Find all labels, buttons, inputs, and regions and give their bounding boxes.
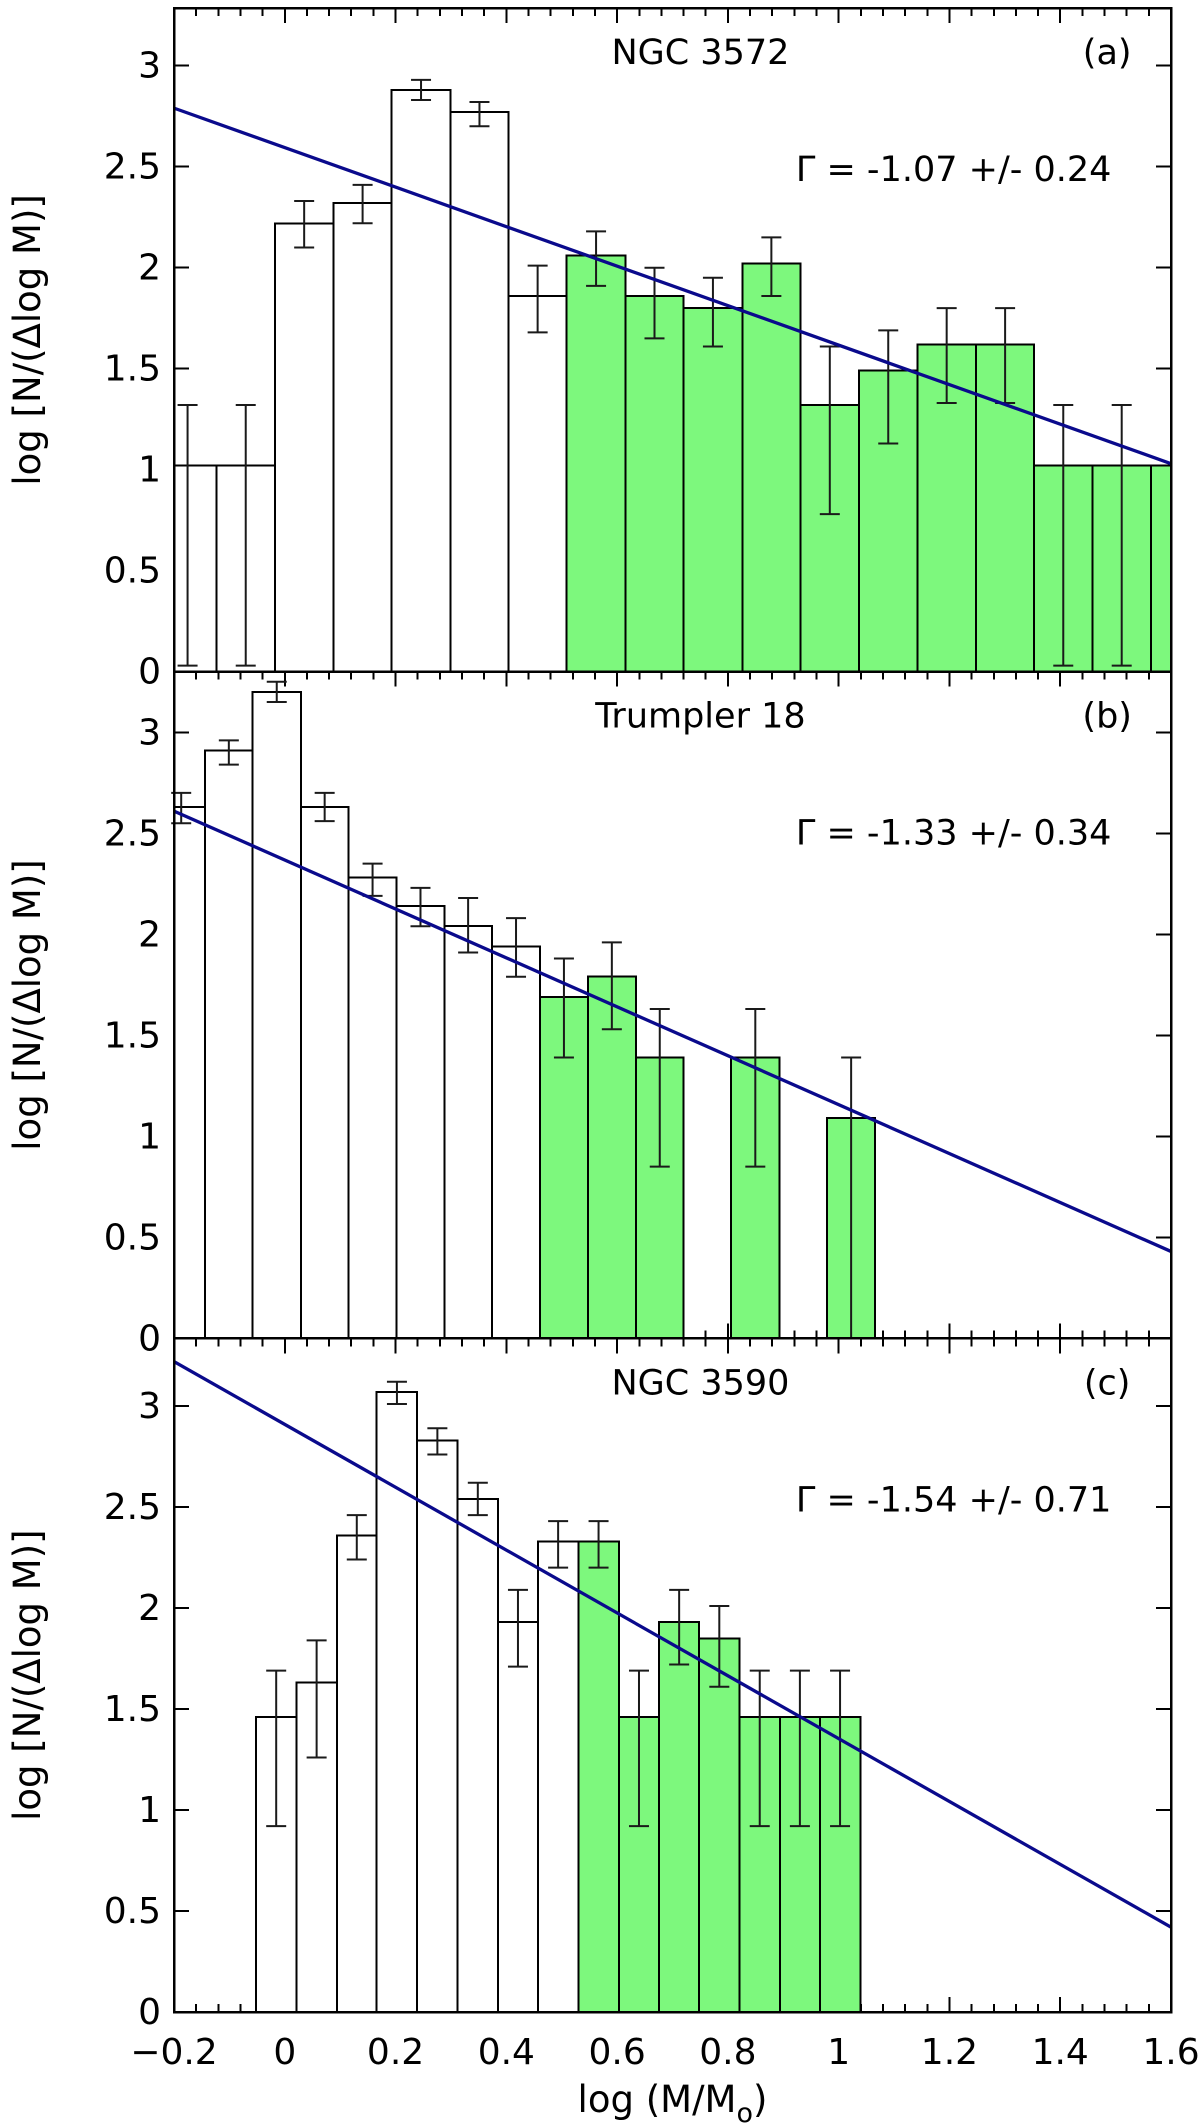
histogram-bar xyxy=(490,945,542,1340)
x-tick-label: 0.4 xyxy=(478,2032,535,2073)
y-tick-label: 1 xyxy=(138,1790,161,1831)
panel-letter: (c) xyxy=(1084,1363,1131,1403)
histogram-bar xyxy=(449,111,510,673)
histogram-bar-highlighted xyxy=(586,975,637,1340)
y-tick-label: 0.5 xyxy=(104,1891,161,1932)
x-tick-label: 0.6 xyxy=(588,2032,645,2073)
histogram-bar xyxy=(416,1439,459,2013)
y-tick-label: 2.5 xyxy=(104,1487,161,1528)
y-axis-label: log [N/(Δlog M)] xyxy=(6,859,49,1150)
y-tick-label: 1.5 xyxy=(104,1015,161,1056)
y-tick-label: 0 xyxy=(138,1992,161,2033)
fit-line xyxy=(173,1360,1172,1929)
histogram-bar xyxy=(335,1534,378,2014)
y-tick-label: 1 xyxy=(138,450,161,491)
histogram-bar xyxy=(332,202,393,673)
x-tick-label: 1 xyxy=(827,2032,850,2073)
histogram-bar xyxy=(507,294,568,673)
y-tick-label: 3 xyxy=(138,1386,161,1427)
y-tick-label: 2.5 xyxy=(104,813,161,854)
panel-title: NGC 3572 xyxy=(611,33,789,73)
y-tick-label: 2 xyxy=(138,914,161,955)
y-tick-label: 3 xyxy=(138,712,161,753)
histogram-bar-highlighted xyxy=(741,262,802,673)
histogram-bar-highlighted xyxy=(682,307,744,673)
y-tick-label: 1.5 xyxy=(104,349,161,390)
x-tick-label: −0.2 xyxy=(130,2032,217,2073)
histogram-bar xyxy=(456,1497,500,2014)
panel-title: NGC 3590 xyxy=(611,1363,789,1403)
y-tick-label: 0.5 xyxy=(104,551,161,592)
histogram-bar xyxy=(299,806,350,1340)
y-tick-label: 2.5 xyxy=(104,147,161,188)
histogram-bar xyxy=(173,806,207,1340)
y-tick-label: 1.5 xyxy=(104,1689,161,1730)
panel-letter: (b) xyxy=(1082,697,1132,737)
y-tick-label: 3 xyxy=(138,46,161,87)
x-tick-label: 0.8 xyxy=(699,2032,756,2073)
y-tick-label: 0 xyxy=(138,652,161,693)
x-tick-label: 0.2 xyxy=(367,2032,424,2073)
y-tick-label: 2 xyxy=(138,248,161,289)
y-tick-label: 0 xyxy=(138,1318,161,1359)
x-tick-label: 0 xyxy=(273,2032,296,2073)
y-axis-label: log [N/(Δlog M)] xyxy=(6,194,49,485)
fit-line xyxy=(173,106,1172,466)
histogram-bar xyxy=(251,690,302,1340)
gamma-annotation: Γ = -1.54 +/- 0.71 xyxy=(796,1480,1112,1520)
histogram-bar-highlighted xyxy=(1150,464,1173,673)
histogram-bar xyxy=(375,1390,419,2013)
histogram-bar xyxy=(390,88,452,673)
histogram-bar xyxy=(395,905,446,1340)
gamma-annotation: Γ = -1.33 +/- 0.34 xyxy=(796,814,1112,854)
panel-frame xyxy=(172,1337,1173,2014)
histogram-bar xyxy=(204,749,254,1340)
y-axis-label: log [N/(Δlog M)] xyxy=(6,1529,49,1820)
histogram-bar-highlighted xyxy=(624,294,685,673)
histogram-bar xyxy=(347,876,398,1340)
y-tick-label: 1 xyxy=(138,1116,161,1157)
histogram-bar xyxy=(173,464,218,673)
fit-line xyxy=(173,809,1172,1253)
histogram-bar-highlighted xyxy=(698,1637,741,2014)
x-axis-label: log (M/Mo) xyxy=(578,2078,768,2128)
histogram-bar xyxy=(443,925,493,1340)
panel-letter: (a) xyxy=(1083,33,1132,73)
histogram-bar xyxy=(497,1621,539,2013)
y-tick-label: 2 xyxy=(138,1588,161,1629)
gamma-annotation: Γ = -1.07 +/- 0.24 xyxy=(796,150,1112,190)
histogram-bar-highlighted xyxy=(565,254,627,673)
histogram-bar xyxy=(273,222,335,673)
histogram-bar xyxy=(536,1540,580,2013)
x-tick-label: 1.4 xyxy=(1032,2032,1089,2073)
panel-title: Trumpler 18 xyxy=(594,697,805,737)
x-tick-label: 1.2 xyxy=(921,2032,978,2073)
x-tick-label: 1.6 xyxy=(1142,2032,1199,2073)
y-tick-label: 0.5 xyxy=(104,1217,161,1258)
histogram-bar-highlighted xyxy=(658,1621,701,2013)
